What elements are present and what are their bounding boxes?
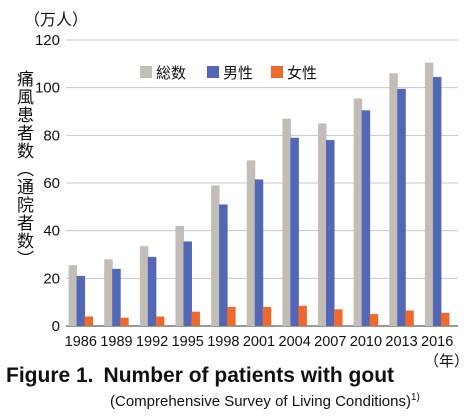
bar-total xyxy=(389,73,398,326)
x-tick-label: 2001 xyxy=(243,334,275,350)
x-tick-label: 2004 xyxy=(279,334,311,350)
legend-label: 男性 xyxy=(223,64,253,82)
x-tick-label: 1989 xyxy=(100,334,132,350)
y-tick-label: 100 xyxy=(35,80,60,97)
bar-male xyxy=(432,76,442,326)
bar-total xyxy=(282,118,291,327)
bar-total xyxy=(318,123,327,327)
bar-male xyxy=(76,275,86,326)
bar-total xyxy=(353,98,363,327)
x-tick-label: 1995 xyxy=(172,334,204,350)
x-tick-label: 2010 xyxy=(350,334,382,350)
bar-male xyxy=(183,241,192,326)
x-tick-label: 2007 xyxy=(314,334,346,350)
bar-female xyxy=(227,306,236,326)
y-axis-label: 痛風患者数（通院者数） xyxy=(14,70,33,268)
figure-subtitle: (Comprehensive Survey of Living Conditio… xyxy=(110,393,411,410)
bar-male xyxy=(219,204,228,326)
legend-label: 女性 xyxy=(287,64,317,82)
bar-male xyxy=(290,137,299,326)
bar-female xyxy=(84,316,94,326)
bar-total xyxy=(175,225,184,326)
legend-label: 総数 xyxy=(156,64,186,82)
legend-swatch xyxy=(140,66,152,78)
bar-female xyxy=(298,305,307,326)
figure-title: Number of patients with gout xyxy=(103,364,395,387)
bar-total xyxy=(139,246,149,326)
bar-female xyxy=(262,306,272,326)
bar-male xyxy=(147,256,157,326)
x-tick-label: 1998 xyxy=(207,334,239,350)
y-tick-label: 120 xyxy=(35,32,60,49)
bar-male xyxy=(361,110,371,326)
bar-total xyxy=(211,185,220,326)
bar-total xyxy=(424,62,434,327)
x-tick-label: 2013 xyxy=(385,334,417,350)
bar-female xyxy=(155,316,165,326)
caption-subtitle-line: (Comprehensive Survey of Living Conditio… xyxy=(110,392,472,410)
bar-female xyxy=(440,312,450,326)
y-axis-unit: （万人） xyxy=(24,12,89,29)
y-tick-label: 60 xyxy=(43,175,60,192)
y-tick-label: 0 xyxy=(52,318,60,335)
bar-total xyxy=(246,160,256,326)
figure-number: Figure 1. xyxy=(6,364,94,387)
y-tick-label: 20 xyxy=(43,270,60,287)
bar-male xyxy=(112,268,121,326)
y-tick-label: 40 xyxy=(43,223,60,240)
bar-male xyxy=(254,179,264,326)
caption-title-line: Figure 1. Number of patients with gout xyxy=(6,364,472,388)
bar-total xyxy=(104,259,113,326)
legend-swatch xyxy=(207,66,219,78)
y-tick-label: 80 xyxy=(43,127,60,144)
bar-female xyxy=(369,314,379,326)
bar-female xyxy=(120,317,129,326)
bar-total xyxy=(68,265,78,326)
x-axis-unit: （年） xyxy=(424,353,470,370)
bar-female xyxy=(334,309,343,326)
x-tick-label: 2016 xyxy=(421,334,453,350)
reference-mark: 1) xyxy=(410,392,420,403)
bar-female xyxy=(405,310,414,326)
figure-caption: Figure 1. Number of patients with gout (C… xyxy=(6,364,472,410)
x-tick-label: 1992 xyxy=(136,334,168,350)
bar-female xyxy=(191,311,200,326)
bar-male xyxy=(397,88,406,326)
legend-swatch xyxy=(271,66,283,78)
x-tick-label: 1986 xyxy=(65,334,97,350)
bar-male xyxy=(326,140,335,326)
